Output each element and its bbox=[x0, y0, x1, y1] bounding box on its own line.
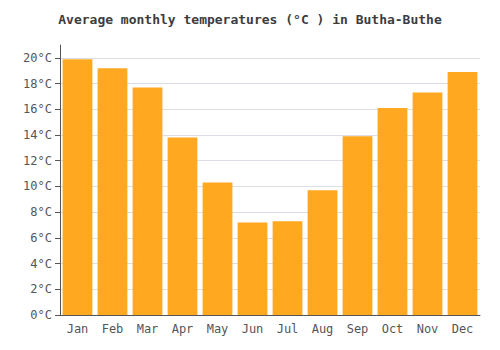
svg-text:20°C: 20°C bbox=[23, 51, 52, 65]
svg-text:Jan: Jan bbox=[67, 322, 89, 336]
svg-text:12°C: 12°C bbox=[23, 154, 52, 168]
svg-text:18°C: 18°C bbox=[23, 77, 52, 91]
svg-text:8°C: 8°C bbox=[30, 205, 52, 219]
svg-text:May: May bbox=[207, 322, 229, 336]
svg-text:14°C: 14°C bbox=[23, 128, 52, 142]
svg-text:16°C: 16°C bbox=[23, 102, 52, 116]
svg-text:4°C: 4°C bbox=[30, 257, 52, 271]
svg-text:2°C: 2°C bbox=[30, 282, 52, 296]
svg-text:10°C: 10°C bbox=[23, 179, 52, 193]
svg-text:Sep: Sep bbox=[347, 322, 369, 336]
svg-text:Nov: Nov bbox=[417, 322, 439, 336]
svg-text:Mar: Mar bbox=[137, 322, 159, 336]
svg-text:Jun: Jun bbox=[242, 322, 264, 336]
svg-text:Apr: Apr bbox=[172, 322, 194, 336]
svg-text:6°C: 6°C bbox=[30, 231, 52, 245]
svg-text:0°C: 0°C bbox=[30, 308, 52, 322]
svg-text:Aug: Aug bbox=[312, 322, 334, 336]
svg-text:Feb: Feb bbox=[102, 322, 124, 336]
svg-text:Dec: Dec bbox=[452, 322, 474, 336]
svg-text:Oct: Oct bbox=[382, 322, 404, 336]
svg-text:Jul: Jul bbox=[277, 322, 299, 336]
svg-text:Average monthly temperatures (: Average monthly temperatures (°C ) in Bu… bbox=[58, 12, 442, 27]
